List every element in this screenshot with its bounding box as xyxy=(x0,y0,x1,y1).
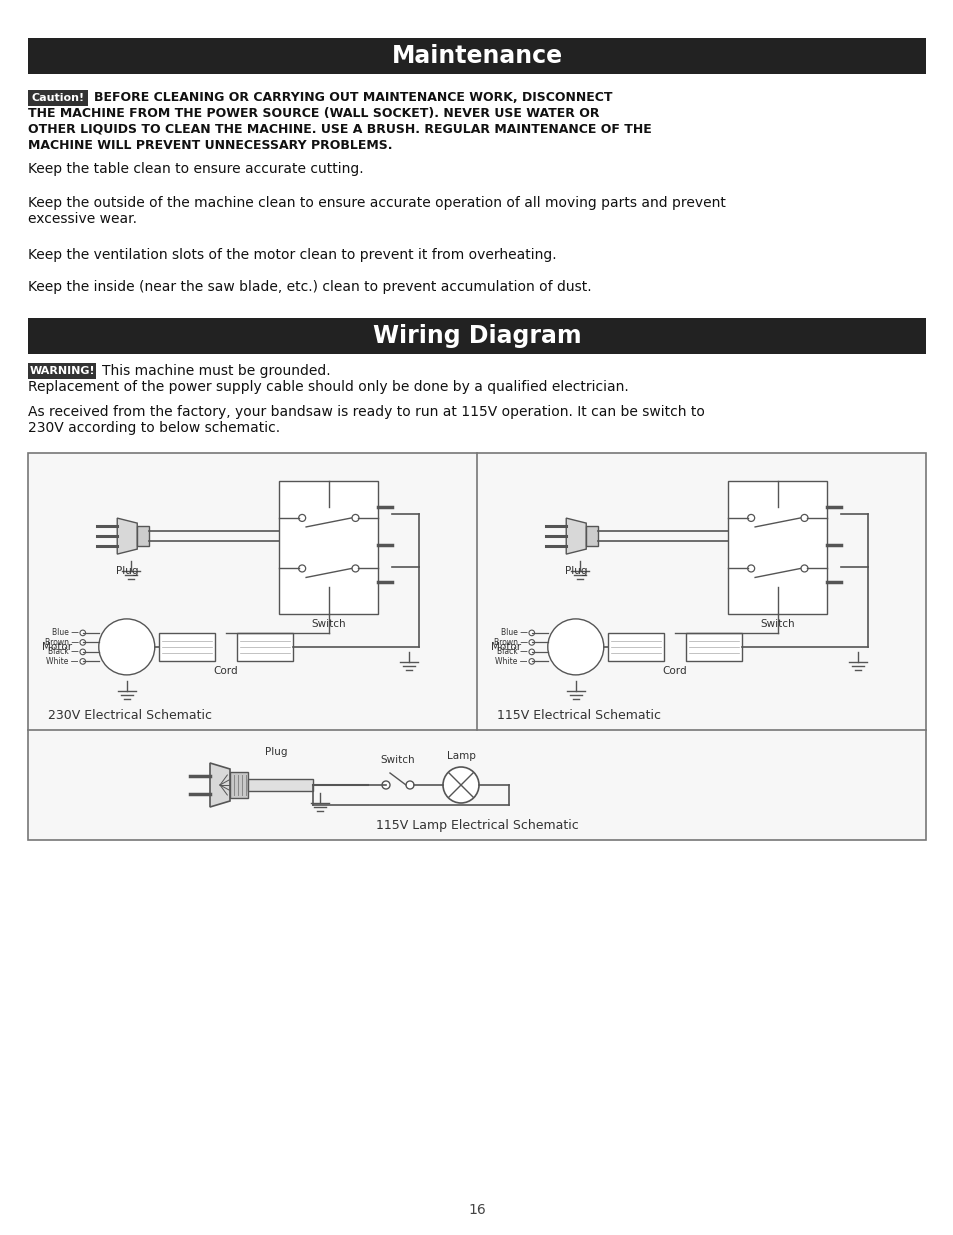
Text: Keep the ventilation slots of the motor clean to prevent it from overheating.: Keep the ventilation slots of the motor … xyxy=(28,248,556,262)
Circle shape xyxy=(298,515,305,521)
Text: Black —: Black — xyxy=(48,647,79,656)
Bar xyxy=(230,772,248,798)
Text: 115V Electrical Schematic: 115V Electrical Schematic xyxy=(497,709,660,722)
Text: Black —: Black — xyxy=(497,647,527,656)
Bar xyxy=(28,317,925,354)
Circle shape xyxy=(80,650,86,655)
Bar xyxy=(248,779,313,790)
Text: Replacement of the power supply cable should only be done by a qualified electri: Replacement of the power supply cable sh… xyxy=(28,380,628,394)
Text: Cord: Cord xyxy=(213,666,238,676)
Text: White —: White — xyxy=(495,657,527,666)
Text: WARNING!: WARNING! xyxy=(30,366,94,375)
Polygon shape xyxy=(566,519,585,555)
Circle shape xyxy=(298,564,305,572)
Circle shape xyxy=(352,564,358,572)
Bar xyxy=(607,632,663,661)
Text: Motor: Motor xyxy=(42,642,71,652)
Text: Switch: Switch xyxy=(760,619,794,629)
Text: Maintenance: Maintenance xyxy=(391,44,562,68)
Circle shape xyxy=(528,640,534,645)
Text: Motor: Motor xyxy=(490,642,520,652)
Bar xyxy=(28,453,925,840)
Text: MACHINE WILL PREVENT UNNECESSARY PROBLEMS.: MACHINE WILL PREVENT UNNECESSARY PROBLEM… xyxy=(28,140,392,152)
Polygon shape xyxy=(117,519,137,555)
Circle shape xyxy=(747,515,754,521)
Text: As received from the factory, your bandsaw is ready to run at 115V operation. It: As received from the factory, your bands… xyxy=(28,405,704,419)
Circle shape xyxy=(528,658,534,664)
Text: Switch: Switch xyxy=(312,619,346,629)
Text: White —: White — xyxy=(47,657,79,666)
Bar xyxy=(28,90,88,106)
Bar xyxy=(585,526,598,546)
Text: excessive wear.: excessive wear. xyxy=(28,212,137,226)
Bar xyxy=(28,363,96,379)
Bar xyxy=(158,632,215,661)
Text: BEFORE CLEANING OR CARRYING OUT MAINTENANCE WORK, DISCONNECT: BEFORE CLEANING OR CARRYING OUT MAINTENA… xyxy=(94,91,612,104)
Polygon shape xyxy=(210,763,230,806)
Circle shape xyxy=(352,515,358,521)
Circle shape xyxy=(406,781,414,789)
Text: Brown —: Brown — xyxy=(494,638,527,647)
Text: Switch: Switch xyxy=(380,755,415,764)
Text: OTHER LIQUIDS TO CLEAN THE MACHINE. USE A BRUSH. REGULAR MAINTENANCE OF THE: OTHER LIQUIDS TO CLEAN THE MACHINE. USE … xyxy=(28,124,651,136)
Text: Plug: Plug xyxy=(116,566,138,576)
Text: Plug: Plug xyxy=(564,566,587,576)
Circle shape xyxy=(99,619,154,674)
Text: Blue —: Blue — xyxy=(500,629,527,637)
Circle shape xyxy=(442,767,478,803)
Text: Blue —: Blue — xyxy=(51,629,79,637)
Circle shape xyxy=(80,658,86,664)
Text: Wiring Diagram: Wiring Diagram xyxy=(373,324,580,348)
Text: 16: 16 xyxy=(468,1203,485,1216)
Circle shape xyxy=(528,630,534,636)
Text: Plug: Plug xyxy=(265,747,287,757)
Text: Keep the inside (near the saw blade, etc.) clean to prevent accumulation of dust: Keep the inside (near the saw blade, etc… xyxy=(28,280,591,294)
Text: Brown —: Brown — xyxy=(45,638,79,647)
Text: 230V Electrical Schematic: 230V Electrical Schematic xyxy=(48,709,212,722)
Bar xyxy=(236,632,294,661)
Text: Keep the table clean to ensure accurate cutting.: Keep the table clean to ensure accurate … xyxy=(28,162,363,177)
Text: This machine must be grounded.: This machine must be grounded. xyxy=(102,364,331,378)
Text: Cord: Cord xyxy=(662,666,687,676)
Circle shape xyxy=(80,640,86,645)
Text: Keep the outside of the machine clean to ensure accurate operation of all moving: Keep the outside of the machine clean to… xyxy=(28,196,725,210)
Circle shape xyxy=(381,781,390,789)
Text: Caution!: Caution! xyxy=(31,93,85,103)
Bar xyxy=(728,480,826,614)
Text: THE MACHINE FROM THE POWER SOURCE (WALL SOCKET). NEVER USE WATER OR: THE MACHINE FROM THE POWER SOURCE (WALL … xyxy=(28,107,598,120)
Bar xyxy=(137,526,149,546)
Circle shape xyxy=(747,564,754,572)
Text: Lamp: Lamp xyxy=(446,751,475,761)
Bar xyxy=(685,632,741,661)
Circle shape xyxy=(801,564,807,572)
Circle shape xyxy=(801,515,807,521)
Circle shape xyxy=(80,630,86,636)
Circle shape xyxy=(547,619,603,674)
Text: 115V Lamp Electrical Schematic: 115V Lamp Electrical Schematic xyxy=(375,819,578,832)
Bar xyxy=(279,480,377,614)
Bar xyxy=(28,38,925,74)
Circle shape xyxy=(528,650,534,655)
Text: 230V according to below schematic.: 230V according to below schematic. xyxy=(28,421,280,435)
